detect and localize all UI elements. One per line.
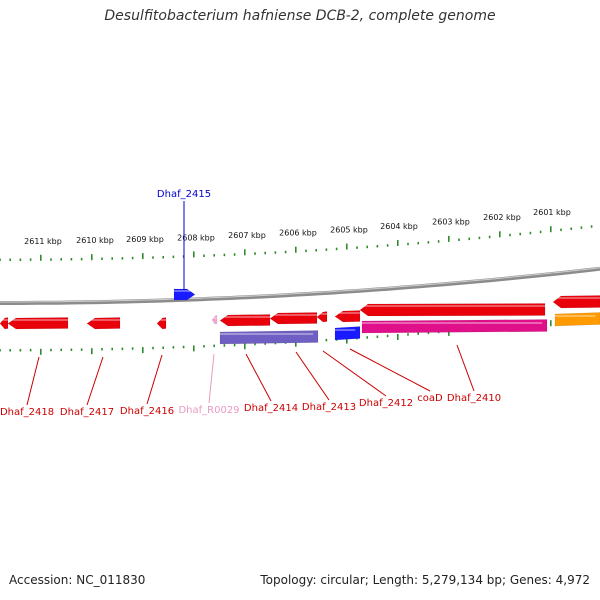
leader-line [245,353,272,402]
scale-label: 2602 kbp [483,213,521,222]
minus-strand-gene-arrow[interactable] [7,317,69,330]
leader-line [295,351,330,401]
inner-feature-box[interactable] [334,326,361,341]
minus-strand-gene-arrow[interactable] [316,311,328,323]
gene-highlight [224,316,270,318]
leader-line [146,354,163,405]
gene-track[interactable] [0,288,600,345]
leader-line [86,356,104,406]
minus-strand-gene-arrow[interactable] [334,310,361,323]
leader-line [456,344,475,392]
inner-feature-box[interactable] [554,312,600,327]
leader-line [26,356,40,406]
backbone-highlight [0,267,600,303]
genome-title: Desulfitobacterium hafniense DCB-2, comp… [104,8,496,24]
gene-highlight [91,319,120,321]
accession-text: Accession: NC_011830 [9,573,146,587]
backbone-line [0,266,600,305]
gene-highlight [320,313,327,315]
gene-label[interactable]: Dhaf_2418 [0,407,54,418]
label-leaders [26,201,475,406]
gene-label[interactable]: Dhaf_2412 [359,398,413,409]
scale-label: 2604 kbp [380,222,418,231]
gene-label[interactable]: Dhaf_2415 [157,189,211,200]
scale-label: 2605 kbp [330,225,368,234]
gene-highlight [160,319,166,321]
scale-ticks-top [0,225,593,261]
gene-highlight [335,329,356,331]
minus-strand-gene-arrow[interactable] [552,295,600,309]
genome-backbone [0,266,600,305]
inner-feature-box[interactable] [361,319,548,334]
gene-labels[interactable]: Dhaf_2415 Dhaf_2418 Dhaf_2417 Dhaf_2416 Dhaf… [0,189,501,418]
gene-highlight [274,314,317,316]
gene-highlight [12,319,69,321]
scale-label: 2607 kbp [228,231,266,240]
scale-label: 2603 kbp [432,218,470,227]
scale-label: 2610 kbp [76,236,114,245]
topology-text: Topology: circular; Length: 5,279,134 bp… [260,573,590,587]
scale-label: 2606 kbp [279,229,317,238]
minus-strand-gene-arrow[interactable] [359,303,546,317]
gene-label[interactable]: coaD [417,393,443,404]
gene-highlight [220,333,314,335]
scale-labels: 2611 kbp 2610 kbp 2609 kbp 2608 kbp 2607 kbp… [24,208,571,246]
plus-strand-gene-arrow[interactable] [173,288,196,301]
gene-label[interactable]: Dhaf_R0029 [178,405,239,416]
gene-highlight [213,317,217,319]
gene-highlight [557,297,600,299]
gene-highlight [2,319,8,321]
gene-highlight [174,290,191,292]
scale-ticks-bottom [0,315,593,355]
gene-label[interactable]: Dhaf_2417 [60,407,114,418]
minus-strand-gene-arrow[interactable] [0,317,9,330]
leader-line [322,350,387,397]
scale-label: 2601 kbp [533,208,571,217]
minus-strand-gene-arrow[interactable] [156,317,167,330]
gene-highlight [364,305,545,307]
minus-strand-gene-arrow[interactable] [211,315,218,325]
gene-highlight [339,312,360,314]
leader-line [208,353,215,404]
minus-strand-gene-arrow[interactable] [86,317,121,330]
gene-label[interactable]: Dhaf_2416 [120,406,174,417]
inner-feature-box[interactable] [219,330,319,345]
gene-label[interactable]: Dhaf_2413 [302,402,356,413]
scale-label: 2611 kbp [24,237,62,246]
gene-highlight [362,322,543,324]
scale-label: 2608 kbp [177,233,215,242]
leader-line [349,348,431,392]
gene-highlight [555,315,596,317]
gene-label[interactable]: Dhaf_2414 [244,403,298,414]
gene-label[interactable]: Dhaf_2410 [447,393,501,404]
minus-strand-gene-arrow[interactable] [269,312,318,325]
minus-strand-gene-arrow[interactable] [219,314,271,327]
scale-label: 2609 kbp [126,235,164,244]
